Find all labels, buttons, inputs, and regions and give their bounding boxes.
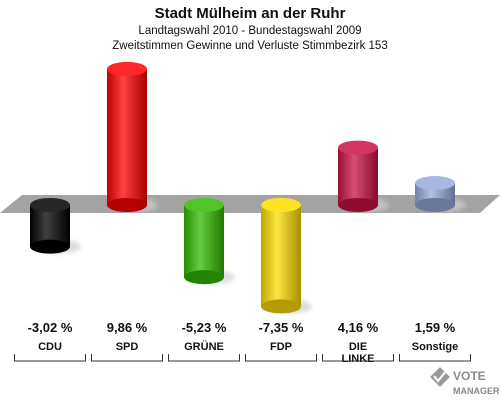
chart-subtitle-1: Landtagswahl 2010 - Bundestagswahl 2009 bbox=[138, 25, 361, 37]
vote-manager-logo: VOTE MANAGER bbox=[430, 367, 500, 396]
category-label-sonstige: Sonstige bbox=[412, 341, 458, 353]
category-bracket-fdp bbox=[245, 354, 317, 362]
value-label-fdp: -7,35 % bbox=[259, 320, 304, 335]
bar-labels: -3,02 % CDU 9,86 % SPD -5,23 % GRÜNE -7,35 % FD… bbox=[14, 320, 471, 365]
bar-sonstige bbox=[415, 176, 455, 212]
bar-die-linke bbox=[338, 140, 378, 212]
category-bracket-die-linke bbox=[322, 354, 394, 362]
category-label-die-linke-2: LINKE bbox=[342, 353, 375, 365]
value-label-sonstige: 1,59 % bbox=[415, 320, 456, 335]
value-label-die-linke: 4,16 % bbox=[338, 320, 379, 335]
category-bracket-gr-ne bbox=[168, 354, 240, 362]
bar-gr-ne bbox=[184, 198, 224, 285]
value-label-gr-ne: -5,23 % bbox=[182, 320, 227, 335]
chart-title: Stadt Mülheim an der Ruhr bbox=[155, 5, 346, 22]
value-label-cdu: -3,02 % bbox=[28, 320, 73, 335]
category-bracket-cdu bbox=[14, 354, 86, 362]
category-bracket-spd bbox=[91, 354, 163, 362]
bar-spd bbox=[107, 61, 147, 212]
bar-cdu bbox=[30, 198, 70, 254]
bars bbox=[30, 61, 466, 314]
category-bracket-sonstige bbox=[399, 354, 471, 362]
bar-fdp bbox=[261, 198, 301, 314]
category-label-fdp: FDP bbox=[270, 341, 292, 353]
category-label-gr-ne: GRÜNE bbox=[184, 340, 224, 353]
logo-line-1: VOTE bbox=[453, 369, 486, 383]
logo-line-2: MANAGER bbox=[453, 386, 500, 396]
category-label-cdu: CDU bbox=[38, 341, 62, 353]
category-label-die-linke-1: DIE bbox=[349, 341, 367, 353]
chart-subtitle-2: Zweitstimmen Gewinne und Verluste Stimmb… bbox=[112, 40, 387, 52]
check-icon bbox=[430, 367, 450, 387]
value-label-spd: 9,86 % bbox=[107, 320, 148, 335]
category-label-spd: SPD bbox=[116, 341, 139, 353]
